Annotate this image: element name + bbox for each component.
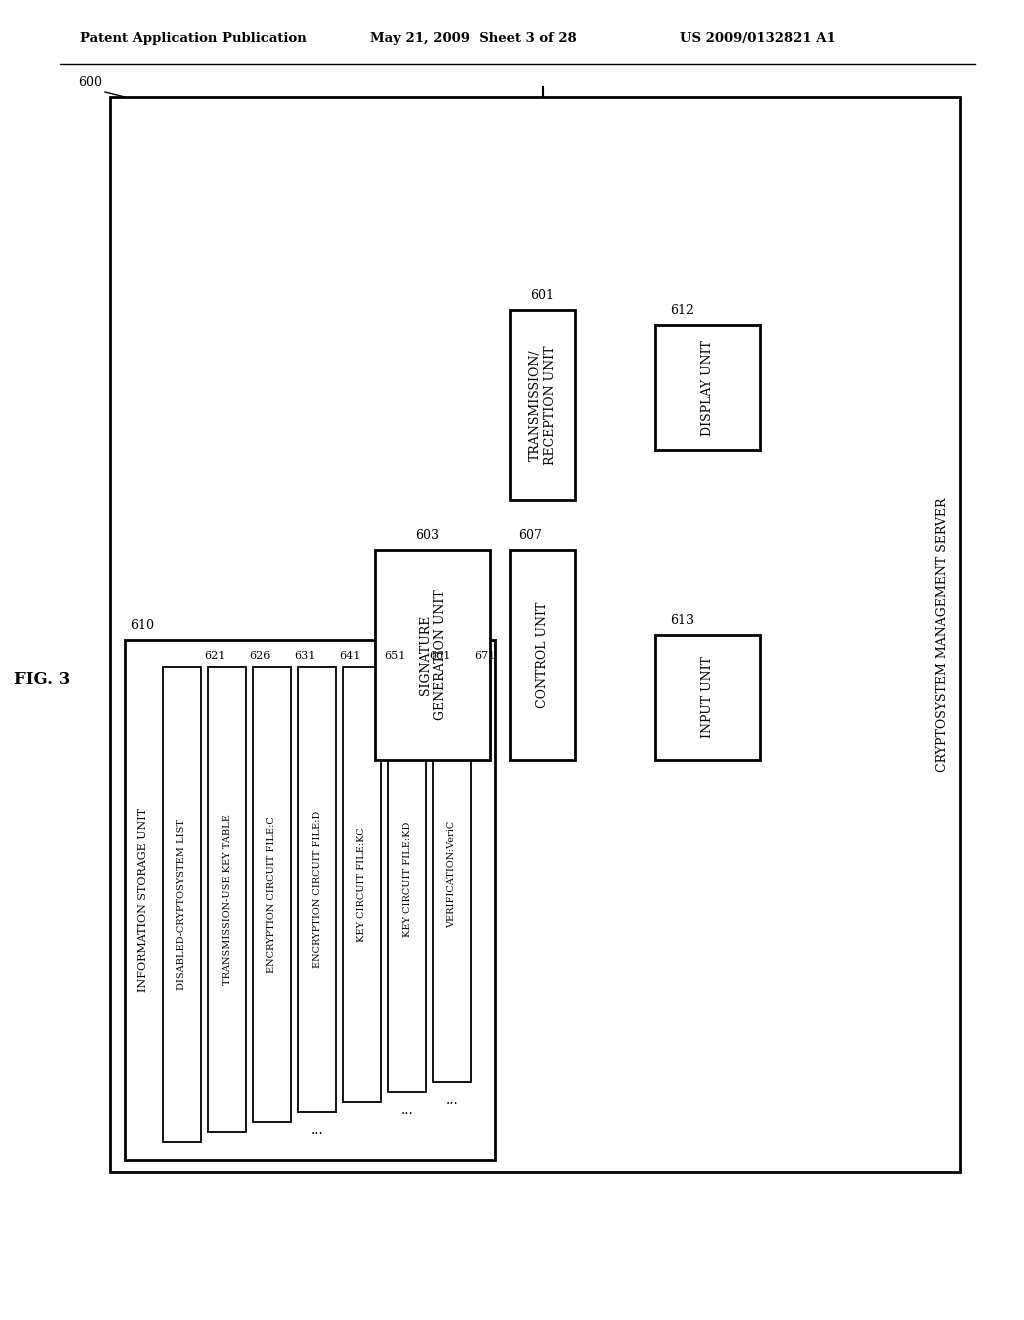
Text: ...: ...	[445, 1093, 459, 1107]
Text: TRANSMISSION-USE KEY TABLE: TRANSMISSION-USE KEY TABLE	[222, 814, 231, 985]
Text: ENCRYPTION CIRCUIT FILE:C: ENCRYPTION CIRCUIT FILE:C	[267, 816, 276, 973]
Text: INPUT UNIT: INPUT UNIT	[701, 656, 714, 738]
Text: May 21, 2009  Sheet 3 of 28: May 21, 2009 Sheet 3 of 28	[370, 32, 577, 45]
Text: KEY CIRCUIT FILE:KC: KEY CIRCUIT FILE:KC	[357, 828, 367, 941]
Text: 610: 610	[130, 619, 154, 632]
Bar	[510, 550, 575, 760]
Text: ...: ...	[400, 1104, 414, 1117]
Text: 661: 661	[429, 651, 451, 661]
Text: 603: 603	[415, 529, 439, 543]
Text: 607: 607	[518, 529, 542, 543]
Bar	[388, 667, 426, 1092]
Text: SIGNATURE
GENERATION UNIT: SIGNATURE GENERATION UNIT	[419, 590, 446, 721]
Bar	[253, 667, 291, 1122]
Text: 626: 626	[249, 651, 270, 661]
Text: ...: ...	[310, 1123, 324, 1137]
Bar	[208, 667, 246, 1133]
Text: US 2009/0132821 A1: US 2009/0132821 A1	[680, 32, 836, 45]
Text: Patent Application Publication: Patent Application Publication	[80, 32, 307, 45]
Bar	[510, 310, 575, 500]
Text: FIG. 3: FIG. 3	[13, 672, 71, 689]
Text: 613: 613	[670, 614, 694, 627]
Text: 651: 651	[384, 651, 406, 661]
Bar	[125, 640, 495, 1160]
Bar	[433, 667, 471, 1082]
Bar	[375, 550, 490, 760]
Bar	[298, 667, 336, 1111]
Text: 671: 671	[474, 651, 496, 661]
Text: 631: 631	[294, 651, 315, 661]
Bar	[163, 667, 201, 1142]
Text: CONTROL UNIT: CONTROL UNIT	[536, 602, 549, 709]
Text: TRANSMISSION/
RECEPTION UNIT: TRANSMISSION/ RECEPTION UNIT	[528, 346, 556, 465]
Bar	[655, 325, 760, 450]
Text: DISPLAY UNIT: DISPLAY UNIT	[701, 339, 714, 436]
Text: 601: 601	[530, 289, 554, 302]
Text: DISABLED-CRYPTOSYSTEM LIST: DISABLED-CRYPTOSYSTEM LIST	[177, 818, 186, 990]
Bar	[655, 635, 760, 760]
Text: INFORMATION STORAGE UNIT: INFORMATION STORAGE UNIT	[138, 808, 148, 993]
Text: 600: 600	[78, 77, 102, 88]
Text: VERIFICATION:VeriC: VERIFICATION:VeriC	[447, 821, 457, 928]
Text: CRYPTOSYSTEM MANAGEMENT SERVER: CRYPTOSYSTEM MANAGEMENT SERVER	[936, 498, 948, 772]
Text: 641: 641	[339, 651, 360, 661]
Bar	[110, 96, 961, 1172]
Text: ENCRYPTION CIRCUIT FILE:D: ENCRYPTION CIRCUIT FILE:D	[312, 810, 322, 968]
Text: 612: 612	[670, 304, 694, 317]
Text: KEY CIRCUIT FILE:KD: KEY CIRCUIT FILE:KD	[402, 822, 412, 937]
Text: 621: 621	[204, 651, 225, 661]
Bar	[343, 667, 381, 1102]
